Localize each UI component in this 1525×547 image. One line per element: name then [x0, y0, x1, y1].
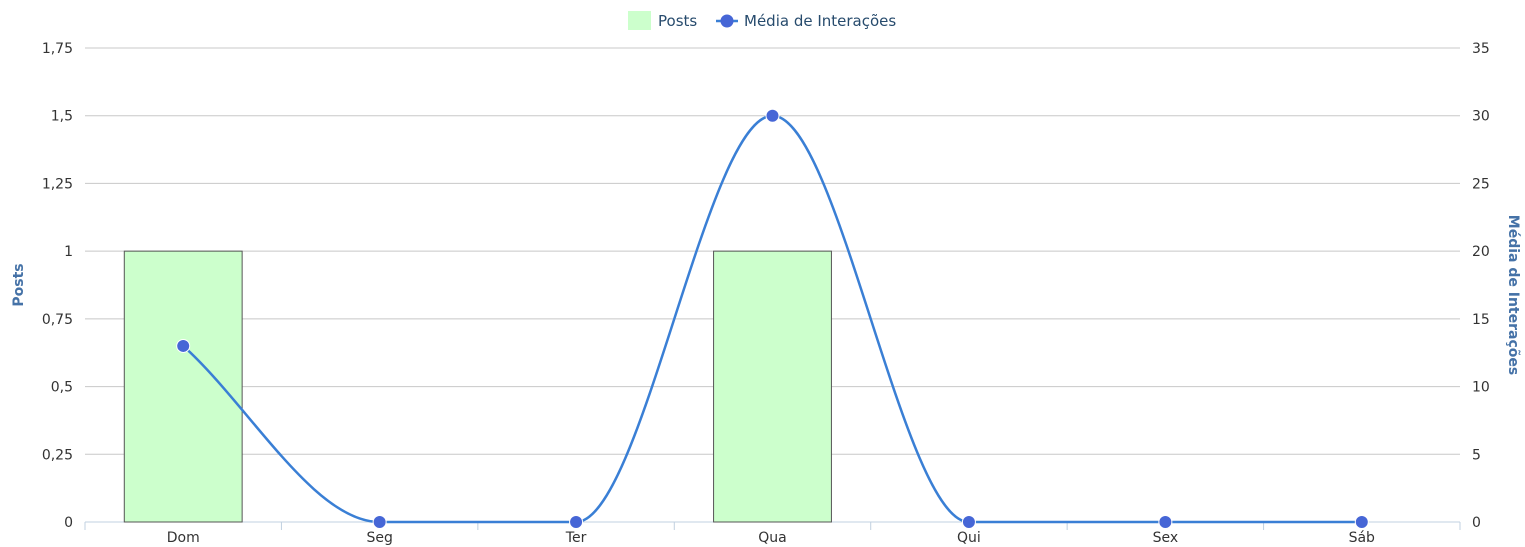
y-left-tick-label: 1 — [64, 244, 73, 260]
x-category-label: Qui — [957, 530, 981, 546]
legend-posts-swatch — [628, 11, 651, 30]
y-left-tick-label: 0,75 — [42, 312, 73, 328]
line-point-marker[interactable] — [1354, 515, 1369, 529]
line-point-marker[interactable] — [176, 338, 191, 353]
y-left-tick-label: 1,25 — [42, 176, 73, 192]
y-right-tick-label: 5 — [1472, 447, 1481, 463]
bar-posts[interactable] — [123, 250, 243, 523]
legend-media-label[interactable]: Média de Interações — [744, 12, 896, 30]
y-left-tick-label: 1,5 — [51, 109, 73, 125]
y-right-tick-label: 30 — [1472, 109, 1490, 125]
y-right-tick-label: 25 — [1472, 176, 1490, 192]
bar-posts[interactable] — [713, 250, 832, 523]
y-right-tick-label: 35 — [1472, 41, 1490, 57]
line-point-marker[interactable] — [372, 515, 387, 529]
y-right-tick-label: 20 — [1472, 244, 1490, 260]
line-point-marker[interactable] — [961, 515, 976, 529]
line-point-marker[interactable] — [1158, 515, 1173, 529]
legend-line-marker — [720, 14, 734, 28]
y-left-tick-label: 0,5 — [51, 380, 73, 396]
y-right-tick-label: 10 — [1472, 380, 1490, 396]
x-category-label: Ter — [565, 530, 587, 546]
y-right-tick-label: 0 — [1472, 515, 1481, 531]
y-left-tick-label: 0 — [64, 515, 73, 531]
x-category-label: Dom — [167, 530, 200, 546]
line-point-marker[interactable] — [765, 108, 780, 123]
legend-posts-label[interactable]: Posts — [658, 12, 697, 30]
y-right-axis-title: Média de Interações — [1505, 215, 1521, 375]
x-category-label: Sáb — [1349, 530, 1375, 546]
y-left-axis-title: Posts — [11, 263, 27, 306]
x-category-label: Sex — [1153, 530, 1179, 546]
x-category-label: Seg — [366, 530, 392, 546]
x-category-label: Qua — [758, 530, 786, 546]
line-point-marker[interactable] — [569, 515, 584, 529]
y-left-tick-label: 0,25 — [42, 447, 73, 463]
y-right-tick-label: 15 — [1472, 312, 1490, 328]
y-left-tick-label: 1,75 — [42, 41, 73, 57]
